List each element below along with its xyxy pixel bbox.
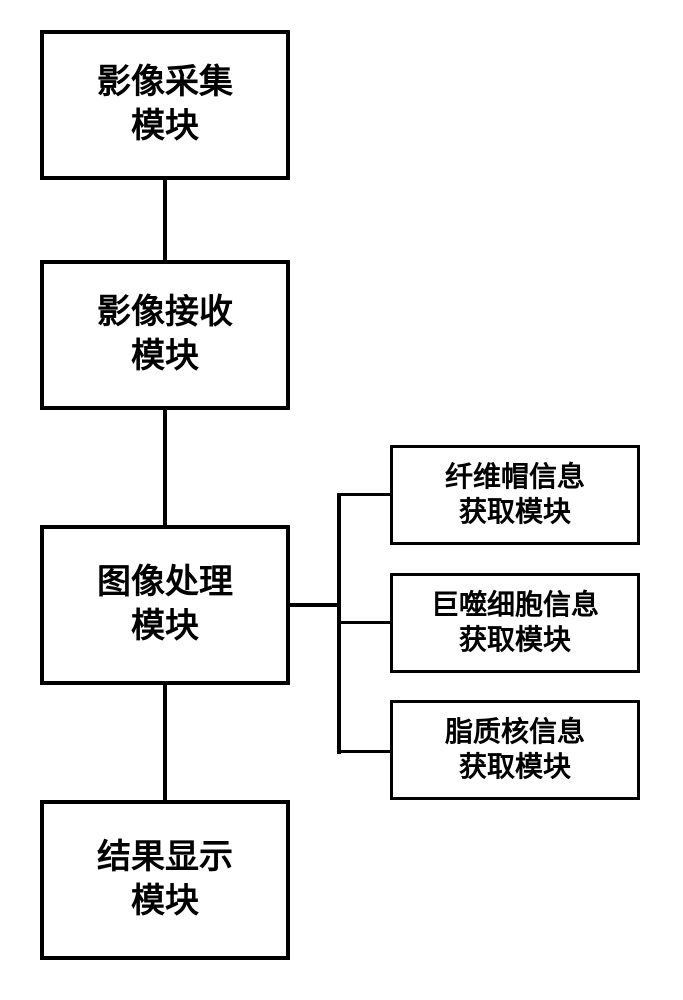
node-main2-line1: 影像接收 — [97, 291, 233, 335]
node-main4: 结果显示模块 — [40, 800, 290, 960]
node-sub2-line2: 获取模块 — [459, 623, 571, 658]
node-sub3-line1: 脂质核信息 — [445, 715, 585, 750]
connector-6 — [337, 621, 390, 624]
node-main1: 影像采集模块 — [40, 30, 290, 180]
node-sub2: 巨噬细胞信息获取模块 — [390, 573, 640, 673]
connector-7 — [337, 750, 390, 753]
node-sub1: 纤维帽信息获取模块 — [390, 445, 640, 545]
node-sub1-line2: 获取模块 — [459, 495, 571, 530]
node-sub3-line2: 获取模块 — [459, 750, 571, 785]
node-main1-line2: 模块 — [131, 105, 199, 149]
node-main2: 影像接收模块 — [40, 260, 290, 410]
node-main3-line1: 图像处理 — [97, 561, 233, 605]
connector-0 — [163, 180, 167, 260]
node-sub3: 脂质核信息获取模块 — [390, 700, 640, 800]
node-sub1-line1: 纤维帽信息 — [445, 460, 585, 495]
connector-3 — [290, 603, 340, 607]
node-main3: 图像处理模块 — [40, 525, 290, 685]
node-sub2-line1: 巨噬细胞信息 — [431, 588, 599, 623]
connector-1 — [163, 410, 167, 525]
node-main4-line2: 模块 — [131, 880, 199, 924]
node-main3-line2: 模块 — [131, 605, 199, 649]
connector-2 — [163, 685, 167, 800]
node-main2-line2: 模块 — [131, 335, 199, 379]
node-main4-line1: 结果显示 — [97, 836, 233, 880]
node-main1-line1: 影像采集 — [97, 61, 233, 105]
connector-5 — [337, 493, 390, 496]
